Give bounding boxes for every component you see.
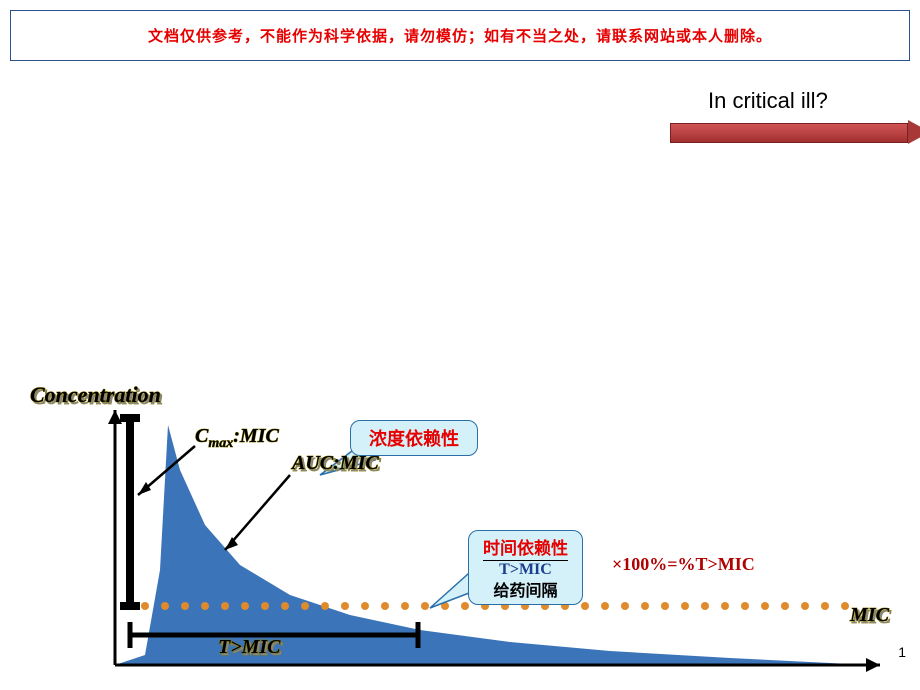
tmic-label: T>MIC [218,636,281,659]
callout-concentration-dependent: 浓度依赖性 [350,420,478,456]
critical-ill-label: In critical ill? [708,88,828,114]
cmax-suffix: :MIC [233,425,279,447]
callout2-line3: 给药间隔 [483,577,568,601]
mic-label: MIC [850,604,889,627]
red-arrow [670,120,920,144]
concentration-label: Concentration [30,382,161,408]
cmax-bottom-cap [120,602,140,610]
callout-time-dependent: 时间依赖性 T>MIC 给药间隔 [468,530,583,605]
arrow-head-icon [908,120,920,144]
pk-pd-chart: Concentration Concentration Cmax:MIC AUC… [30,390,910,680]
callout2-line1: 时间依赖性 [483,534,568,559]
auc-pointer [225,475,290,550]
disclaimer-box: 文档仅供参考，不能作为科学依据，请勿模仿；如有不当之处，请联系网站或本人删除。 [10,10,910,61]
cmax-sub: max [208,436,233,451]
arrow-body [670,123,908,143]
callout1-text: 浓度依赖性 [369,429,459,449]
x-axis-arrow-icon [866,658,880,672]
cmax-top-cap [120,414,140,422]
y-axis-arrow-icon [108,410,122,424]
formula-text: ×100%=%T>MIC [612,554,755,575]
page-number: 1 [898,644,906,660]
cmax-mic-label: Cmax:MIC [195,425,279,452]
cmax-c: C [195,425,208,447]
disclaimer-text: 文档仅供参考，不能作为科学依据，请勿模仿；如有不当之处，请联系网站或本人删除。 [148,28,772,45]
